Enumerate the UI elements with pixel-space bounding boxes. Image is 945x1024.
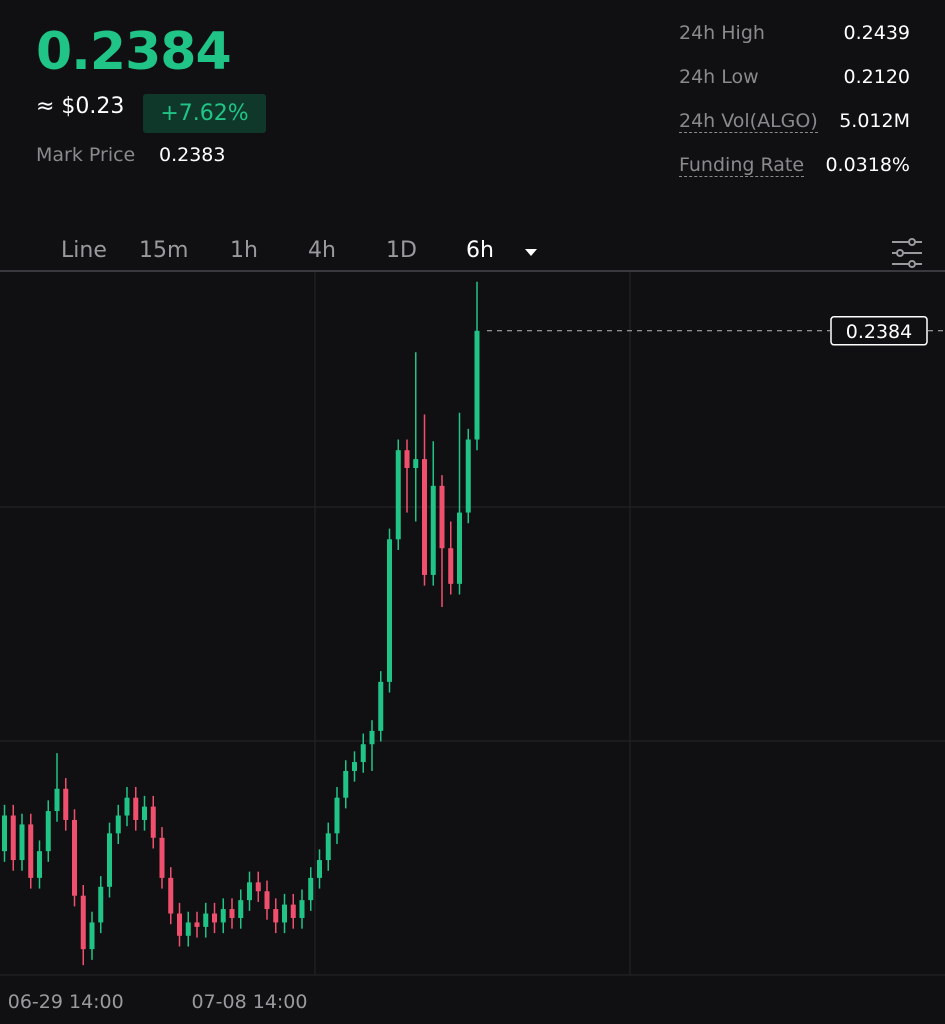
candle-body <box>212 913 217 923</box>
candle-body <box>238 900 244 918</box>
tab[interactable]: Line <box>61 238 107 263</box>
stat-value: 0.0318% <box>825 154 910 176</box>
candle-body <box>308 877 314 901</box>
candle-body <box>264 891 270 910</box>
stat-value: 0.2120 <box>843 66 910 88</box>
candle-body <box>352 762 357 771</box>
candle-body <box>133 797 139 820</box>
mark-price-label: Mark Price <box>36 144 136 166</box>
candle-body <box>343 770 349 798</box>
candle-body <box>334 797 340 834</box>
stat-label[interactable]: 24h Vol(ALGO) <box>679 110 818 133</box>
candle-body <box>89 922 95 950</box>
candle-body <box>45 811 51 852</box>
tab[interactable]: 1D <box>386 238 417 263</box>
candle-body <box>168 877 174 914</box>
candle-body <box>404 450 410 469</box>
candle-body <box>185 922 191 936</box>
change-badge: +7.62% <box>143 94 266 133</box>
last-price-label: 0.2384 <box>846 321 912 343</box>
last-price: 0.2384 <box>36 22 232 82</box>
candle-body <box>37 851 42 878</box>
candle-body <box>325 833 331 861</box>
candle-body <box>282 904 287 923</box>
candle-body <box>422 459 427 575</box>
candle-body <box>142 806 147 820</box>
stat-value: 0.2439 <box>843 22 910 44</box>
candle-body <box>395 450 401 540</box>
candle-body <box>378 681 384 731</box>
candle-body <box>107 833 112 887</box>
candle-body <box>465 439 471 513</box>
candle-body <box>159 837 165 878</box>
dropdown-arrow[interactable] <box>525 249 537 256</box>
x-tick-label: 06-29 14:00 <box>8 991 124 1013</box>
candle-body <box>387 539 392 682</box>
candle-body <box>72 819 77 896</box>
candle-body <box>448 548 454 584</box>
tab[interactable]: 4h <box>308 238 336 263</box>
tab[interactable]: 15m <box>139 238 189 263</box>
candle-body <box>430 485 436 575</box>
last-price-box <box>830 316 928 346</box>
candle-body <box>317 860 322 878</box>
candle-body <box>299 900 305 918</box>
candle-body <box>124 797 130 816</box>
candle-body <box>457 512 462 584</box>
candle-body <box>98 886 104 923</box>
candle-body <box>369 730 375 745</box>
candle-body <box>290 904 296 918</box>
candle-body <box>19 824 25 861</box>
candle-body <box>63 788 69 820</box>
candle-body <box>220 909 226 923</box>
candle-body <box>360 744 366 763</box>
tab[interactable]: 6h <box>466 238 494 263</box>
settings-icon[interactable] <box>892 238 922 268</box>
candle-body <box>177 913 182 936</box>
candle-body <box>203 913 209 927</box>
candle-body <box>2 815 7 852</box>
tab[interactable]: 1h <box>230 238 258 263</box>
x-tick-label: 07-08 14:00 <box>191 991 307 1013</box>
candle-body <box>194 922 200 927</box>
candle-body <box>413 459 419 469</box>
candle-body <box>54 788 60 812</box>
candle-body <box>115 815 121 834</box>
candle-body <box>255 882 261 892</box>
candle-body <box>273 909 279 923</box>
candle-body <box>10 815 16 861</box>
usd-price: ≈ $0.23 <box>36 94 125 119</box>
mark-price-value: 0.2383 <box>159 144 226 166</box>
stat-value: 5.012M <box>839 110 910 132</box>
candle-body <box>474 330 480 440</box>
stat-label: 24h Low <box>679 66 759 88</box>
candle-body <box>80 895 86 950</box>
candle-body <box>229 909 235 918</box>
candle-body <box>439 485 445 549</box>
candle-body <box>150 806 156 838</box>
candle-body <box>28 824 34 878</box>
stat-label: 24h High <box>679 22 765 44</box>
stat-label[interactable]: Funding Rate <box>679 154 805 177</box>
candle-body <box>247 882 252 901</box>
